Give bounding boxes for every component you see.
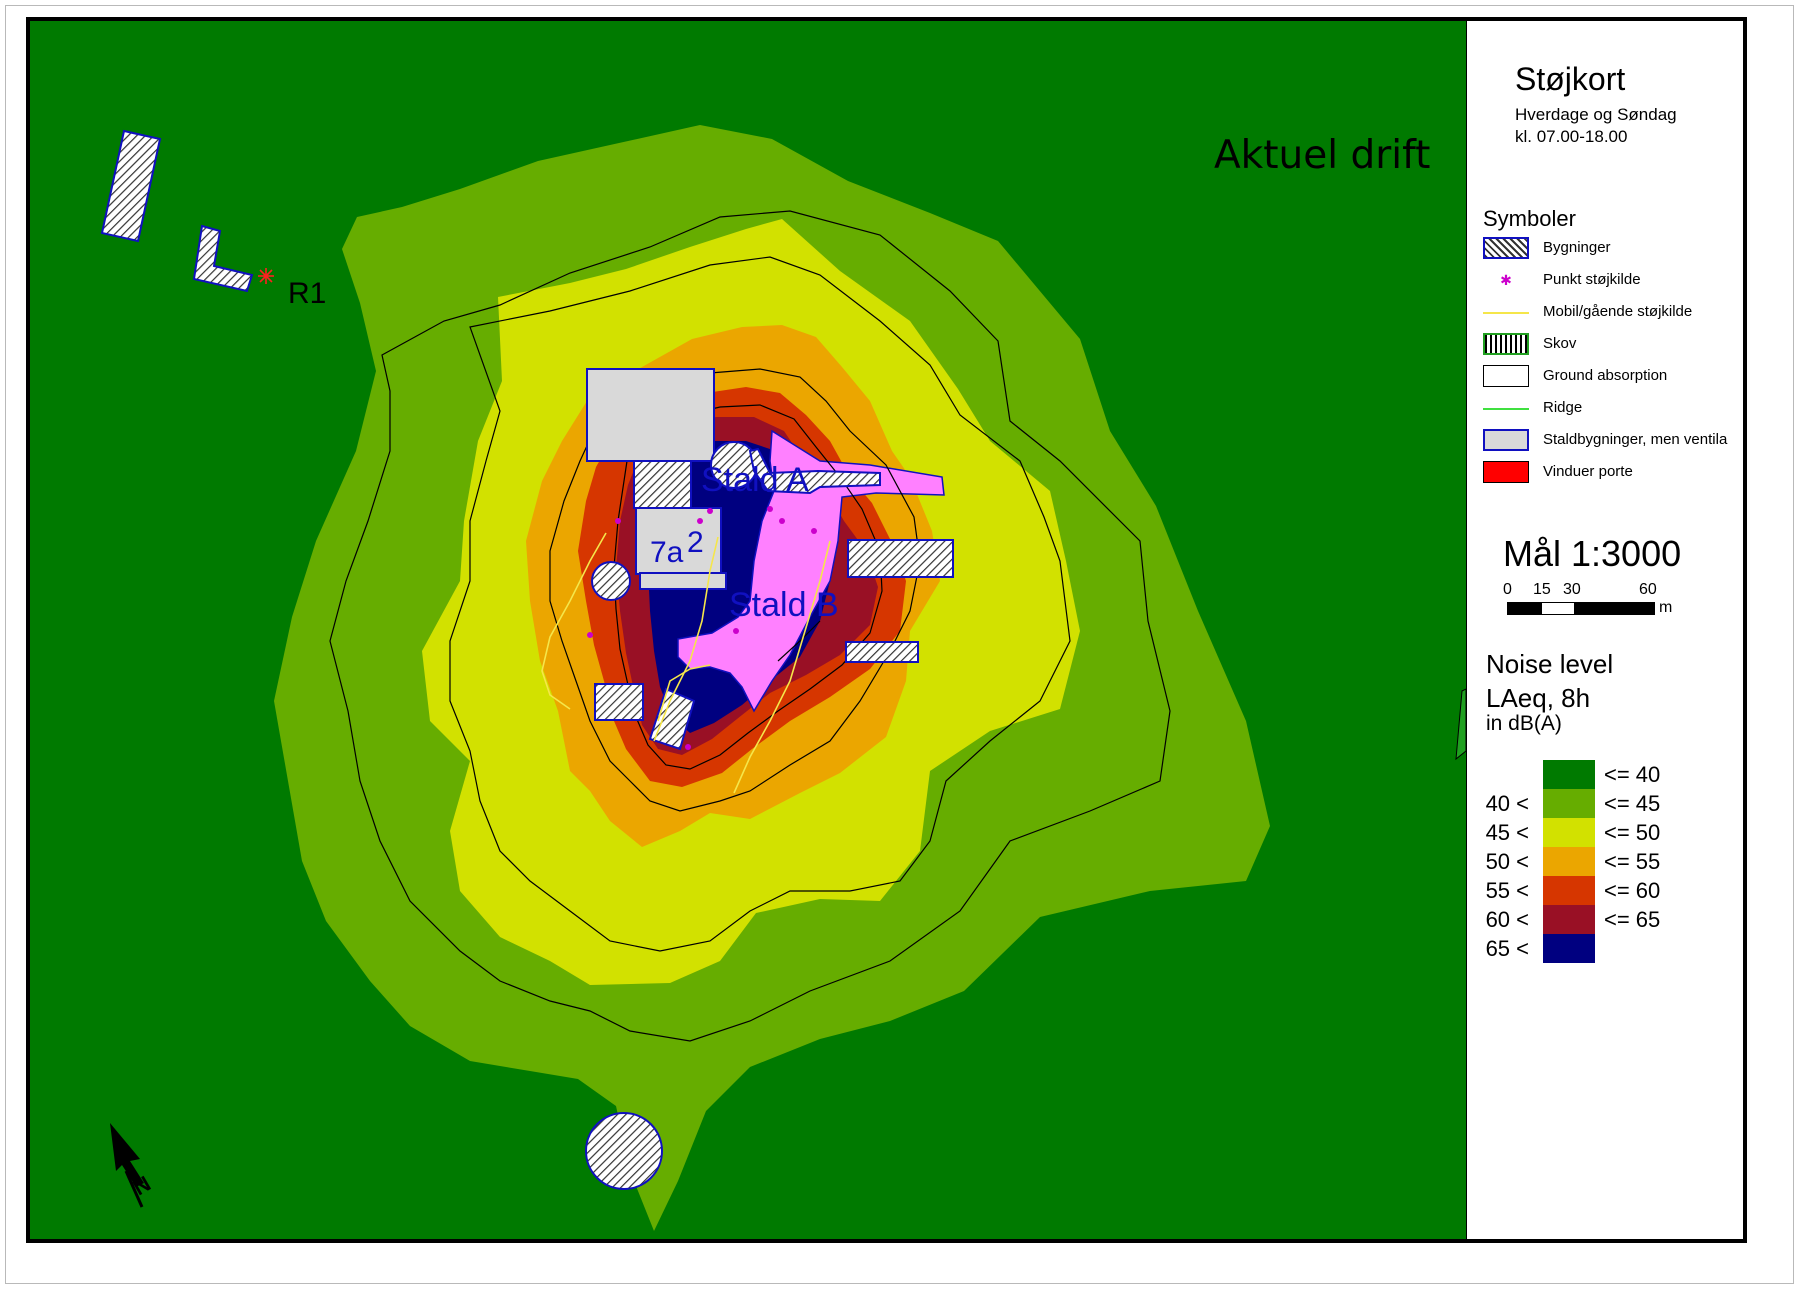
class-swatch xyxy=(1543,876,1595,905)
legend-subtitle-hours: kl. 07.00-18.00 xyxy=(1515,127,1628,146)
north-arrow-icon xyxy=(110,1123,144,1208)
class-swatch xyxy=(1543,760,1595,789)
noise-class-55-60: 55 < <= 60 xyxy=(1467,876,1743,905)
building-2-label: 2 xyxy=(687,526,704,559)
scale-tick-30: 30 xyxy=(1563,581,1581,598)
noise-contour-lines xyxy=(329,210,1171,1042)
class-to: <= 50 xyxy=(1604,820,1661,845)
legend-symbol-ground-absorption: Ground absorption xyxy=(1483,365,1743,389)
class-swatch xyxy=(1543,905,1595,934)
noise-title-line2: LAeq, 8h xyxy=(1486,683,1591,713)
class-swatch xyxy=(1543,789,1595,818)
ground-absorption-icon xyxy=(1483,365,1529,387)
silo-7a[interactable] xyxy=(591,561,631,601)
forest-icon xyxy=(1483,333,1529,355)
class-from: 65 < xyxy=(1485,936,1529,961)
building-nw-1[interactable] xyxy=(100,129,162,243)
class-from: 50 < xyxy=(1485,849,1529,874)
noise-class-le-40: <= 40 xyxy=(1467,760,1743,789)
legend-subtitle-days: Hverdage og Søndag xyxy=(1515,105,1677,124)
point-sources xyxy=(587,506,817,750)
forest-strip xyxy=(1455,688,1466,761)
stald-b-label: Stald B xyxy=(729,586,839,624)
noise-class-50-55: 50 < <= 55 xyxy=(1467,847,1743,876)
ridge-line-icon xyxy=(1483,408,1529,410)
symbol-label: Ridge xyxy=(1543,399,1583,416)
noise-level-title: Noise level LAeq, 8h xyxy=(1486,647,1613,715)
noise-class-45-50: 45 < <= 50 xyxy=(1467,818,1743,847)
class-from: 45 < xyxy=(1485,820,1529,845)
mobile-source-lines xyxy=(541,532,831,794)
hatched-building-icon xyxy=(1483,237,1529,259)
stald-a-building[interactable] xyxy=(586,368,715,462)
map-title: Aktuel drift xyxy=(1214,133,1431,178)
stald-a-label: Stald A xyxy=(701,461,809,499)
building-south-2[interactable] xyxy=(648,687,696,751)
noise-map[interactable] xyxy=(30,21,1466,1239)
noise-class-40-45: 40 < <= 45 xyxy=(1467,789,1743,818)
symbol-label: Bygninger xyxy=(1543,239,1611,256)
symbol-label: Skov xyxy=(1543,335,1577,352)
scale-unit: m xyxy=(1659,599,1673,616)
stald-b-lower-building[interactable] xyxy=(639,572,727,590)
mobile-source-line-icon xyxy=(1483,312,1529,314)
legend-symbol-point-source: ✱ Punkt støjkilde xyxy=(1483,269,1743,293)
noise-unit: in dB(A) xyxy=(1486,712,1562,735)
legend-title: Støjkort xyxy=(1515,61,1626,97)
class-swatch xyxy=(1543,818,1595,847)
class-to: <= 45 xyxy=(1604,791,1661,816)
building-7a-label: 7a xyxy=(650,536,684,569)
scale-label: Mål 1:3000 xyxy=(1503,533,1682,574)
scale-tick-0: 0 xyxy=(1503,581,1512,598)
building-east-long[interactable] xyxy=(847,539,954,578)
class-swatch xyxy=(1543,934,1595,963)
class-to: <= 65 xyxy=(1604,907,1661,932)
symbol-label: Vinduer porte xyxy=(1543,463,1633,480)
stable-building-icon xyxy=(1483,429,1529,451)
noise-title-line1: Noise level xyxy=(1486,649,1614,679)
legend-symbol-windows-doors: Vinduer porte xyxy=(1483,461,1743,485)
stald-b-building[interactable] xyxy=(635,507,722,575)
noise-class-gt-65: 65 < xyxy=(1467,934,1743,963)
building-south-1[interactable] xyxy=(594,683,644,721)
legend-symbol-buildings: Bygninger xyxy=(1483,237,1743,261)
noise-class-60-65: 60 < <= 65 xyxy=(1467,905,1743,934)
symbols-heading: Symboler xyxy=(1483,206,1576,231)
legend-symbol-stable-building: Staldbygninger, men ventila xyxy=(1483,429,1743,453)
point-source-icon: ✱ xyxy=(1500,272,1512,288)
symbol-label: Punkt støjkilde xyxy=(1543,271,1641,288)
stable-buildings xyxy=(586,368,727,590)
class-from: 55 < xyxy=(1485,878,1529,903)
driveway-area xyxy=(677,429,945,713)
class-from: 40 < xyxy=(1485,791,1529,816)
receiver-r1-marker[interactable] xyxy=(258,268,274,284)
hatched-buildings xyxy=(100,129,954,1190)
receiver-r1-label: R1 xyxy=(288,277,327,310)
windows-doors-icon xyxy=(1483,461,1529,483)
class-to: <= 60 xyxy=(1604,878,1661,903)
building-east-upper[interactable] xyxy=(748,447,881,495)
legend-symbol-forest: Skov xyxy=(1483,333,1743,357)
class-swatch xyxy=(1543,847,1595,876)
building-middle[interactable] xyxy=(633,460,692,509)
symbol-label: Ground absorption xyxy=(1543,367,1668,384)
legend-symbol-ridge: Ridge xyxy=(1483,397,1743,421)
symbol-label: Staldbygninger, men ventila xyxy=(1543,431,1728,448)
class-to: <= 40 xyxy=(1604,762,1661,787)
legend-symbol-mobile-source: Mobil/gående støjkilde xyxy=(1483,301,1743,325)
class-from: 60 < xyxy=(1485,907,1529,932)
legend-panel: Støjkort Hverdage og Søndag kl. 07.00-18… xyxy=(1466,21,1743,1239)
building-nw-2-lshape[interactable] xyxy=(192,224,254,293)
silo-south[interactable] xyxy=(585,1112,663,1190)
scale-bar: 0 15 30 60 m xyxy=(1503,581,1703,621)
noise-map-frame: Aktuel drift R1 Stald A Stald B 7a 2 N S… xyxy=(26,17,1747,1243)
scale-tick-15: 15 xyxy=(1533,581,1551,598)
building-east-lower[interactable] xyxy=(845,641,919,663)
class-to: <= 55 xyxy=(1604,849,1661,874)
symbol-label: Mobil/gående støjkilde xyxy=(1543,303,1693,320)
scale-tick-60: 60 xyxy=(1639,581,1657,598)
